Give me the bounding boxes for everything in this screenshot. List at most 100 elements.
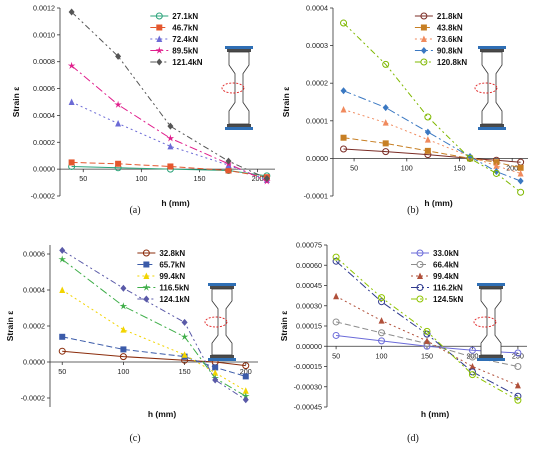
specimen-schematic — [204, 283, 236, 361]
top-plate — [208, 283, 236, 286]
y-tick-label: -0.00015 — [294, 362, 322, 371]
data-point — [469, 363, 476, 370]
y-tick-label: 0.00030 — [296, 301, 322, 310]
bottom-platen — [479, 355, 503, 358]
data-point — [242, 396, 249, 404]
data-point — [242, 387, 249, 394]
specimen-outline — [480, 288, 502, 356]
data-point — [167, 122, 174, 130]
legend-entry: 124.1kN — [159, 295, 189, 304]
panel-label: (a) — [129, 205, 140, 216]
legend: 21.8kN 43.8kN 73.6kN 90.8kN 120.8kN — [414, 12, 467, 67]
data-point — [167, 163, 174, 170]
series-124.1kN — [59, 246, 249, 404]
data-point — [424, 113, 432, 121]
data-point — [467, 153, 474, 161]
bottom-plate — [225, 127, 253, 130]
series-line — [335, 256, 519, 401]
data-point — [59, 333, 66, 340]
legend-entry: 121.4kN — [172, 58, 202, 67]
y-tick-label: 0.0006 — [33, 84, 55, 93]
data-point — [493, 168, 500, 176]
data-point — [378, 329, 386, 337]
legend-marker — [420, 35, 427, 42]
data-point — [225, 157, 232, 165]
data-point — [212, 369, 219, 376]
chart-panel-c: -0.0002 0.0000 0.0002 0.0004 0.0006 50 100 150 2… — [5, 245, 258, 444]
strain-gauge-region — [204, 316, 228, 328]
y-tick-label: -0.0001 — [304, 192, 328, 201]
strain-gauge-region — [474, 82, 498, 94]
legend-entry: 33.0kN — [433, 249, 459, 258]
series-120.8kN — [340, 19, 525, 196]
chart-panel-b: -0.0001 0.0000 0.0001 0.0002 0.0003 0.0004 50 1… — [281, 4, 528, 216]
chart-panel-a: -0.0002 0.0000 0.0002 0.0004 0.0006 0.0008 0.0… — [11, 4, 275, 216]
x-tick-label: 100 — [376, 351, 388, 360]
series-line — [62, 336, 246, 377]
data-point — [468, 353, 476, 361]
y-tick-label: 0.0000 — [306, 154, 328, 163]
bottom-platen — [227, 124, 251, 127]
data-point — [517, 164, 524, 171]
legend-entry: 120.8kN — [437, 58, 467, 67]
data-point — [115, 52, 122, 60]
data-point — [166, 134, 175, 142]
legend-marker — [416, 295, 424, 303]
top-platen — [210, 286, 234, 289]
y-tick-label: 0.0002 — [23, 322, 45, 331]
data-point — [517, 177, 524, 185]
specimen-outline — [228, 51, 250, 125]
top-platen — [479, 286, 503, 289]
data-point — [68, 159, 75, 166]
legend-marker — [416, 284, 424, 291]
legend-entry: 27.1kN — [172, 12, 198, 21]
data-point — [468, 371, 476, 379]
data-point — [382, 104, 389, 112]
legend-marker — [143, 272, 150, 279]
data-point — [58, 255, 66, 263]
series-line — [343, 109, 521, 174]
legend-entry: 89.5kN — [172, 47, 198, 56]
data-point — [115, 160, 122, 167]
data-point — [119, 353, 127, 361]
y-tick-label: 0.0000 — [23, 358, 45, 367]
data-point — [59, 286, 66, 293]
data-point — [119, 302, 128, 310]
series-line — [71, 11, 268, 179]
legend-entry: 65.7kN — [159, 261, 185, 270]
y-tick-label: 0.0012 — [33, 4, 55, 13]
y-axis-label: Strain ε — [11, 87, 21, 118]
series-line — [343, 90, 521, 182]
series-99.4kN — [333, 292, 521, 389]
legend-marker — [420, 47, 427, 54]
data-point — [340, 134, 347, 141]
y-tick-label: -0.00045 — [294, 403, 322, 412]
data-point — [114, 100, 122, 108]
legend-entry: 90.8kN — [437, 47, 463, 56]
data-point — [120, 284, 127, 292]
legend-marker — [155, 12, 163, 20]
legend-marker — [156, 24, 163, 31]
data-point — [424, 147, 431, 154]
legend-marker — [156, 35, 163, 42]
y-tick-label: 0.0002 — [33, 138, 55, 147]
legend-marker — [156, 58, 163, 66]
series-line — [71, 161, 267, 178]
data-point — [242, 362, 250, 370]
data-point — [517, 188, 525, 196]
x-tick-label: 200 — [506, 163, 518, 172]
legend: 32.8kN 65.7kN 99.4kN 116.5kN 124.1kN — [137, 249, 190, 304]
legend-entry: 99.4kN — [433, 272, 459, 281]
x-tick-label: 200 — [252, 174, 264, 183]
legend-entry: 116.5kN — [159, 284, 189, 293]
legend-entry: 73.6kN — [437, 35, 463, 44]
data-point — [332, 318, 340, 326]
data-point — [493, 159, 500, 166]
legend-marker — [143, 295, 150, 303]
specimen-schematic — [474, 46, 506, 130]
bottom-platen — [480, 124, 504, 127]
x-tick-label: 50 — [332, 351, 340, 360]
x-tick-label: 50 — [58, 367, 66, 376]
y-tick-label: 0.00015 — [296, 322, 322, 331]
